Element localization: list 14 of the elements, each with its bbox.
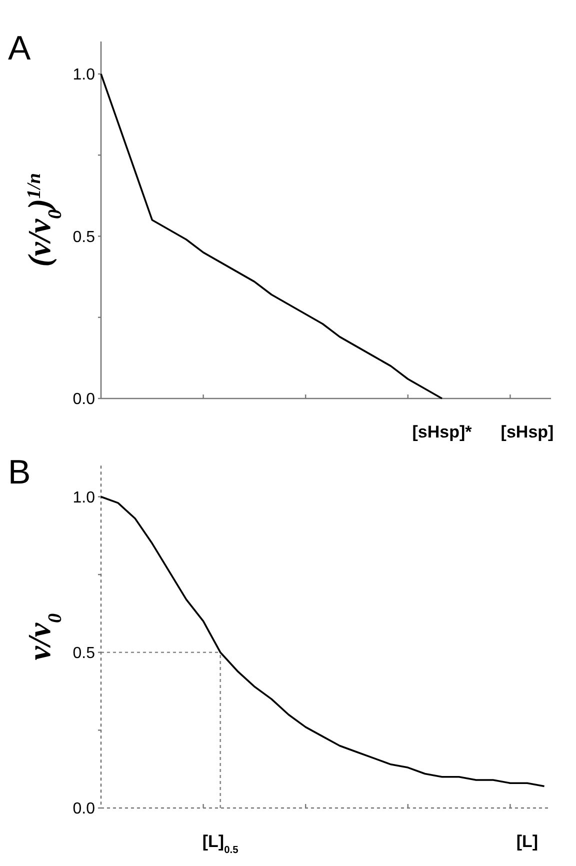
y-tick-label: 0.0 — [72, 391, 96, 408]
line-series — [100, 73, 443, 400]
x-tick-label: [L]$_{0.5}$ — [202, 832, 239, 856]
y-tick-label: 1.0 — [72, 66, 96, 84]
x-tick-label: [L] — [516, 832, 538, 851]
line-series — [100, 496, 546, 788]
chart-title: B — [8, 454, 31, 492]
y-tick-label: 0.5 — [72, 228, 96, 246]
x-tick-label: [sHsp]* — [412, 422, 472, 442]
y-tick-label: 0.0 — [72, 800, 96, 818]
y-tick-label: 1.0 — [72, 489, 96, 506]
y-tick-label: 0.5 — [72, 644, 96, 662]
chart-title: A — [8, 30, 31, 68]
x-tick-label: [sHsp] — [500, 422, 554, 442]
